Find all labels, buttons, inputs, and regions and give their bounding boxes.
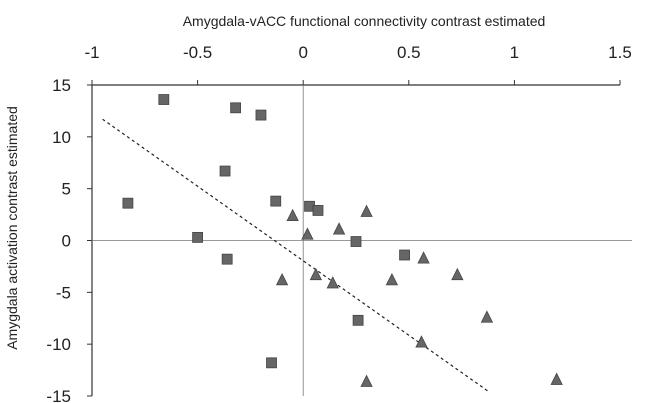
triangle-point [551,373,562,384]
x-tick-label: 1.5 [608,43,632,62]
square-point [313,205,323,215]
triangle-point [361,205,372,216]
y-axis-title: Amygdala activation contrast estimated [4,106,20,350]
trendline [103,119,489,392]
y-tick-label: 15 [52,76,71,95]
triangle-point [386,274,397,285]
square-point [400,250,410,260]
triangle-point [334,223,345,234]
y-tick-label: 5 [62,180,71,199]
x-tick-label: 0.5 [397,43,421,62]
x-tick-label: 0 [298,43,307,62]
square-point [159,95,169,105]
triangle-point [277,274,288,285]
x-tick-label: -1 [84,43,99,62]
triangle-point [361,375,372,386]
triangle-point [310,269,321,280]
y-tick-label: -5 [56,283,71,302]
square-point [353,315,363,325]
square-point [123,198,133,208]
square-point [267,358,277,368]
square-point [231,103,241,113]
square-point [256,110,266,120]
triangle-point [287,210,298,221]
y-tick-label: -10 [46,335,71,354]
square-point [193,232,203,242]
y-tick-label: 10 [52,128,71,147]
x-axis-title: Amygdala-vACC functional connectivity co… [183,13,546,29]
triangle-point [481,311,492,322]
trendline-group [103,119,489,392]
square-point [351,237,361,247]
y-tick-label: -15 [46,387,71,403]
triangle-point [452,269,463,280]
square-point [222,254,232,264]
square-point [220,166,230,176]
x-tick-label: 1 [510,43,519,62]
x-tick-label: -0.5 [183,43,212,62]
triangle-point [418,252,429,263]
y-tick-label: 0 [62,232,71,251]
square-point [271,196,281,206]
